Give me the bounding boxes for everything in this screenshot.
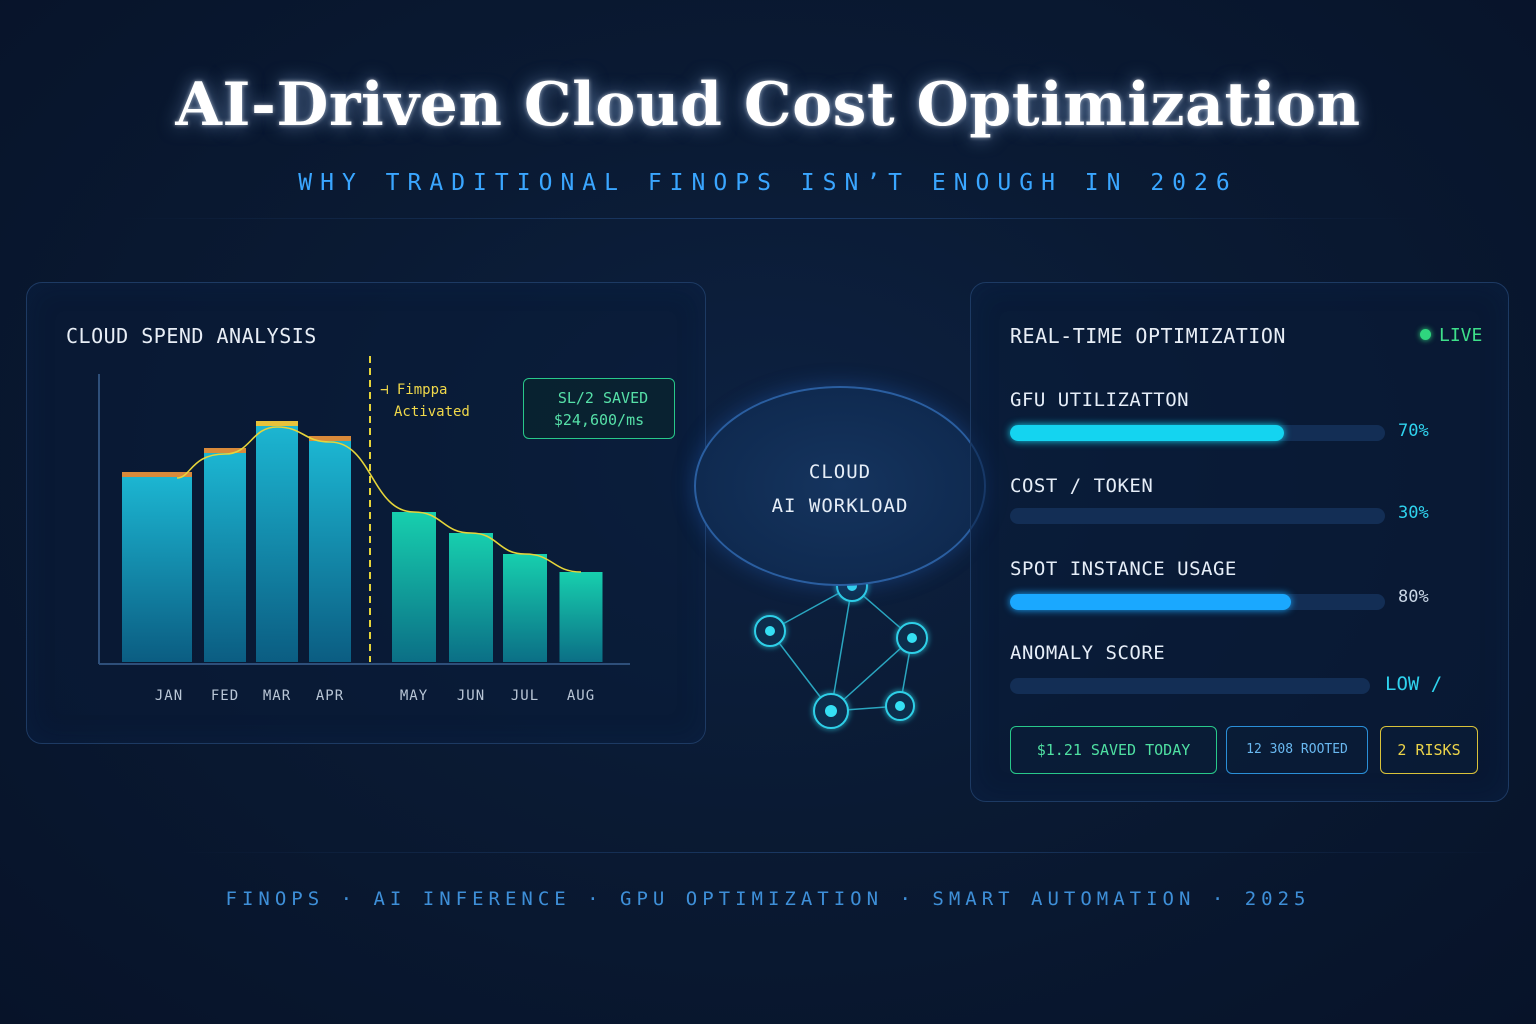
risks-chip[interactable]: 2 RISKS: [1380, 726, 1478, 774]
bar-aug: [559, 572, 603, 662]
metric-label-spot: SPOT INSTANCE USAGE: [1010, 558, 1237, 580]
metric-fill-gpu: [1010, 425, 1284, 441]
bar-may: [392, 512, 436, 662]
saved-today-chip[interactable]: $1.21 SAVED TODAY: [1010, 726, 1217, 774]
footer-tagline: FINOPS · AI INFERENCE · GPU OPTIMIZATION…: [225, 888, 1311, 910]
live-dot-icon: [1420, 329, 1431, 340]
header-divider: [120, 218, 1420, 219]
cloud-ai-workload-node: CLOUD AI WORKLOAD: [694, 386, 986, 586]
bar-jul: [503, 554, 547, 662]
optimization-panel: [970, 282, 1509, 802]
workload-line-2: AI WORKLOAD: [771, 495, 909, 517]
cloud-spend-title: CLOUD SPEND ANALYSIS: [66, 324, 317, 348]
metric-value-gpu: 70%: [1398, 421, 1429, 441]
metric-value-spot: 80%: [1398, 587, 1429, 607]
bar-apr: [309, 440, 351, 662]
monthly-saved-box: SL/2 SAVED $24,600/ms: [523, 378, 675, 439]
saved-box-line-1: SL/2 SAVED: [557, 389, 649, 407]
annotation-line-1: ⊣ Fimppa: [380, 382, 448, 398]
bar-jun: [449, 533, 493, 662]
bar-cap-apr: [309, 436, 351, 441]
saved-box-line-2: $24,600/ms: [553, 411, 645, 429]
tick-label-mar: MAR: [263, 688, 291, 704]
live-label: LIVE: [1439, 325, 1483, 346]
metric-bar-cost-token: [1010, 508, 1385, 524]
page-title: AI-Driven Cloud Cost Optimization: [175, 70, 1361, 140]
tick-label-jan: JAN: [155, 688, 183, 704]
live-indicator: LIVE: [1420, 325, 1482, 346]
metric-value-anomaly: LOW /: [1385, 673, 1443, 695]
workload-line-1: CLOUD: [808, 461, 872, 483]
metric-bar-spot: [1010, 594, 1385, 610]
bar-mar: [256, 425, 298, 662]
metric-bar-anomaly: [1010, 678, 1370, 694]
metric-bar-gpu: [1010, 425, 1385, 441]
tick-label-fed: FED: [211, 688, 239, 704]
annotation-line-2: Activated: [394, 404, 470, 420]
tick-label-aug: AUG: [567, 688, 595, 704]
bar-cap-jan: [122, 472, 192, 477]
bar-cap-fed: [204, 448, 246, 453]
metric-value-cost-token: 30%: [1398, 503, 1429, 523]
tick-label-jun: JUN: [457, 688, 485, 704]
network-graph: [769, 585, 913, 712]
rooted-chip[interactable]: 12 308 ROOTED: [1226, 726, 1368, 774]
bar-jan: [122, 476, 192, 662]
metric-label-anomaly: ANOMALY SCORE: [1010, 642, 1166, 664]
metric-fill-spot: [1010, 594, 1292, 610]
finops-activated-annotation: ⊣ Fimppa Activated: [380, 379, 470, 423]
page-subtitle: WHY TRADITIONAL FINOPS ISN’T ENOUGH IN 2…: [298, 170, 1238, 196]
optimization-title: REAL-TIME OPTIMIZATION: [1010, 324, 1286, 348]
footer-divider: [180, 852, 1510, 853]
metric-label-gpu: GFU UTILIZATTON: [1010, 389, 1190, 411]
bar-fed: [204, 452, 246, 662]
tick-label-jul: JUL: [511, 688, 539, 704]
spend-trend-line: [176, 426, 582, 573]
tick-label-may: MAY: [400, 688, 428, 704]
metric-label-cost-token: COST / TOKEN: [1010, 475, 1154, 497]
tick-label-apr: APR: [316, 688, 344, 704]
bar-cap-mar: [256, 421, 298, 426]
